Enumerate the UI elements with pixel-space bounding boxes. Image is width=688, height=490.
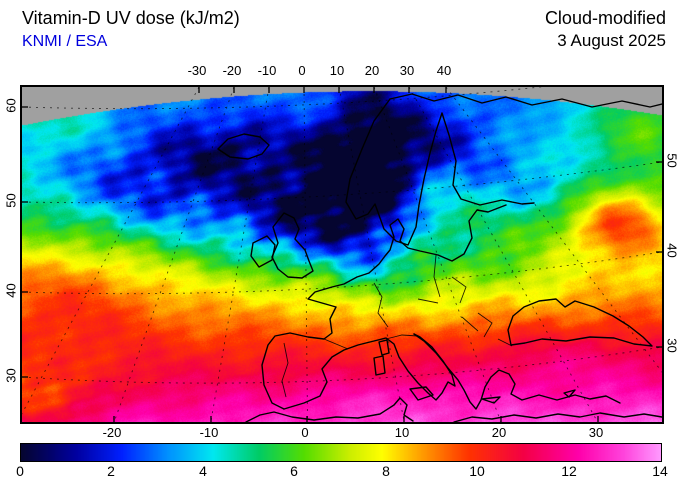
axis-tick-right: 50 bbox=[664, 153, 680, 168]
border-line bbox=[385, 334, 419, 340]
colorbar-gradient-canvas bbox=[21, 444, 661, 461]
axis-tick-bottom: -10 bbox=[199, 425, 219, 440]
border-line bbox=[373, 282, 389, 328]
coast-sicily bbox=[409, 386, 434, 401]
country-borders bbox=[281, 254, 513, 398]
colorbar-tick: 2 bbox=[107, 463, 115, 479]
graticule-lines bbox=[22, 87, 662, 422]
colorbar-tick: 4 bbox=[199, 463, 207, 479]
coast-iceland bbox=[217, 133, 270, 160]
coast-west-europe bbox=[261, 204, 507, 410]
border-line bbox=[433, 254, 441, 298]
axis-tick-bottom: -20 bbox=[102, 425, 122, 440]
axis-tick-top: -10 bbox=[257, 63, 277, 78]
border-line bbox=[497, 338, 513, 347]
uv-dose-field-canvas bbox=[22, 87, 662, 422]
axis-tick-top: 0 bbox=[298, 63, 306, 78]
coast-mediterranean bbox=[283, 333, 456, 410]
coast-great-britain bbox=[271, 212, 314, 279]
date-label: 3 August 2025 bbox=[557, 31, 666, 50]
axis-tick-top: 40 bbox=[436, 63, 452, 78]
colorbar-tick: 14 bbox=[652, 463, 668, 479]
colorbar bbox=[20, 443, 662, 462]
axis-tick-top: 30 bbox=[399, 63, 415, 78]
axis-tick-bottom: 30 bbox=[588, 425, 604, 440]
axis-tick-top: -30 bbox=[187, 63, 207, 78]
colorbar-tick: 6 bbox=[290, 463, 298, 479]
axis-tick-left: 40 bbox=[3, 283, 19, 298]
coastlines bbox=[217, 93, 662, 422]
axis-tick-top: 20 bbox=[364, 63, 380, 78]
axis-tick-right: 40 bbox=[664, 243, 680, 258]
border-line bbox=[417, 298, 439, 304]
axis-tick-left: 60 bbox=[3, 98, 19, 113]
map-overlay bbox=[22, 87, 662, 422]
coast-black-sea bbox=[507, 298, 653, 347]
axis-tick-bottom: 10 bbox=[394, 425, 410, 440]
data-source-label: KNMI / ESA bbox=[22, 33, 108, 50]
page-title: Vitamin-D UV dose (kJ/m2) bbox=[22, 8, 240, 28]
coast-corsica bbox=[378, 339, 390, 356]
mode-label: Cloud-modified bbox=[544, 8, 666, 28]
coast-ireland bbox=[250, 235, 276, 268]
map-panel bbox=[20, 85, 664, 424]
border-line bbox=[323, 338, 349, 350]
axis-tick-top: -20 bbox=[222, 63, 242, 78]
axis-tick-bottom: 0 bbox=[301, 425, 309, 440]
colorbar-tick: 10 bbox=[469, 463, 485, 479]
colorbar-tick: 8 bbox=[382, 463, 390, 479]
coast-north-africa-west bbox=[245, 397, 414, 422]
border-line bbox=[461, 316, 479, 332]
axis-tick-left: 50 bbox=[3, 193, 19, 208]
axis-tick-bottom: 20 bbox=[491, 425, 507, 440]
frame-tick-marks bbox=[22, 87, 662, 422]
coast-sardinia bbox=[373, 355, 386, 376]
coast-arctic bbox=[389, 93, 662, 108]
colorbar-tick: 0 bbox=[16, 463, 24, 479]
axis-tick-top: 10 bbox=[329, 63, 345, 78]
border-line bbox=[281, 342, 289, 398]
coast-balkans-turkey bbox=[413, 333, 621, 410]
coast-scandinavia bbox=[345, 98, 535, 246]
border-line bbox=[477, 312, 493, 338]
axis-tick-left: 30 bbox=[3, 368, 19, 383]
axis-tick-right: 30 bbox=[664, 338, 680, 353]
coast-cyprus bbox=[563, 389, 576, 398]
coast-crete bbox=[481, 396, 501, 404]
coast-north-africa-east bbox=[453, 412, 662, 422]
border-line bbox=[451, 276, 467, 304]
colorbar-tick: 12 bbox=[561, 463, 577, 479]
